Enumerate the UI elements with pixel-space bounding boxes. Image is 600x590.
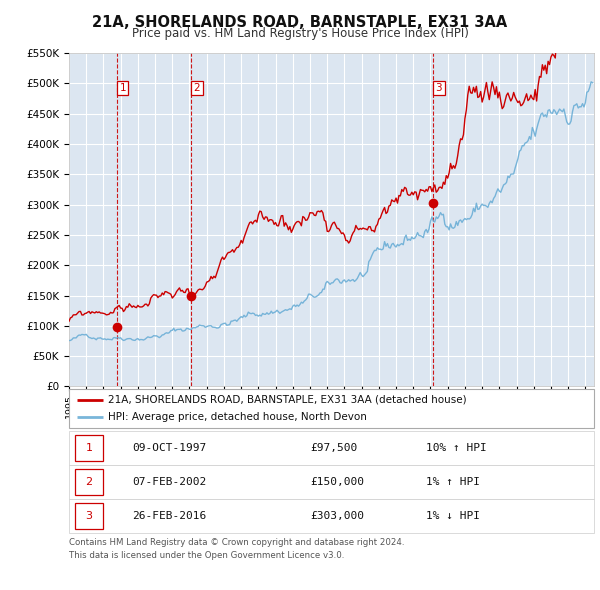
Bar [76,435,103,461]
Text: 3: 3 [85,512,92,521]
Text: Contains HM Land Registry data © Crown copyright and database right 2024.: Contains HM Land Registry data © Crown c… [69,538,404,547]
Text: Price paid vs. HM Land Registry's House Price Index (HPI): Price paid vs. HM Land Registry's House … [131,27,469,40]
Text: £303,000: £303,000 [311,512,365,521]
Text: 26-FEB-2016: 26-FEB-2016 [132,512,206,521]
Text: £150,000: £150,000 [311,477,365,487]
Text: 1% ↓ HPI: 1% ↓ HPI [426,512,480,521]
Text: This data is licensed under the Open Government Licence v3.0.: This data is licensed under the Open Gov… [69,551,344,560]
Text: 2: 2 [194,83,200,93]
Text: 3: 3 [436,83,442,93]
Text: 2: 2 [85,477,92,487]
Text: HPI: Average price, detached house, North Devon: HPI: Average price, detached house, Nort… [109,412,367,422]
Bar [76,503,103,529]
Text: 07-FEB-2002: 07-FEB-2002 [132,477,206,487]
Text: 21A, SHORELANDS ROAD, BARNSTAPLE, EX31 3AA (detached house): 21A, SHORELANDS ROAD, BARNSTAPLE, EX31 3… [109,395,467,405]
Text: 10% ↑ HPI: 10% ↑ HPI [426,443,487,453]
Bar [76,469,103,495]
Text: 1: 1 [85,443,92,453]
Text: 1: 1 [119,83,126,93]
Text: 09-OCT-1997: 09-OCT-1997 [132,443,206,453]
Text: 1% ↑ HPI: 1% ↑ HPI [426,477,480,487]
Text: £97,500: £97,500 [311,443,358,453]
Text: 21A, SHORELANDS ROAD, BARNSTAPLE, EX31 3AA: 21A, SHORELANDS ROAD, BARNSTAPLE, EX31 3… [92,15,508,30]
